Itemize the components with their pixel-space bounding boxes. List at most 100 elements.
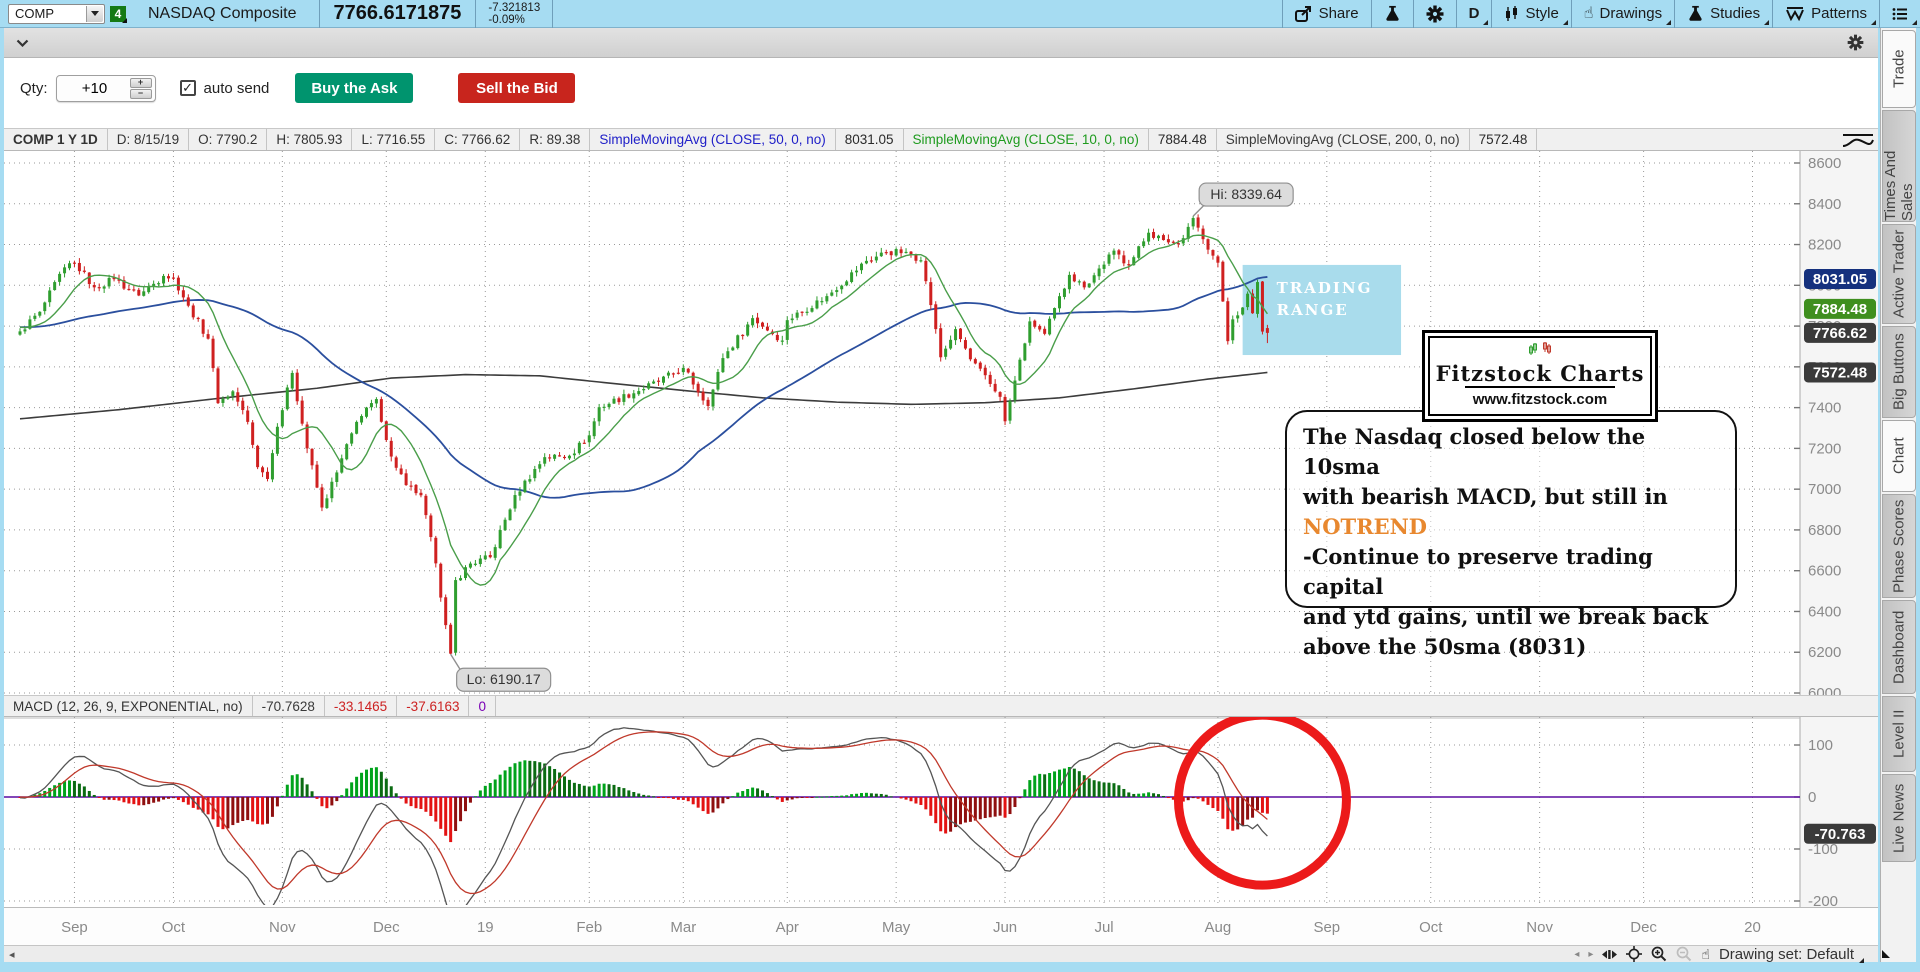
dropdown-corner: [1666, 19, 1672, 25]
share-button[interactable]: Share: [1281, 0, 1371, 28]
month-label: Jul: [1094, 919, 1114, 936]
share-icon: [1294, 5, 1311, 22]
style-button[interactable]: Style: [1491, 0, 1570, 28]
sidebar-tab-level-ii[interactable]: Level II: [1882, 696, 1916, 772]
sidebar-tab-dashboard[interactable]: Dashboard: [1882, 600, 1916, 694]
studies-button[interactable]: Studies: [1674, 0, 1772, 28]
top-bar: COMP 4 NASDAQ Composite 7766.6171875 -7.…: [0, 0, 1920, 28]
price-header-cell: SimpleMovingAvg (CLOSE, 10, 0, no): [904, 129, 1149, 150]
change-value: -7.321813: [488, 1, 541, 14]
crosshair-button[interactable]: [1626, 946, 1643, 962]
divider: [552, 0, 554, 28]
price-header-cell: O: 7790.2: [189, 129, 268, 150]
month-label: Aug: [1204, 919, 1232, 936]
price-axis-style-icon[interactable]: [1840, 130, 1876, 150]
month-label: Jun: [992, 919, 1018, 936]
patterns-button[interactable]: Patterns: [1772, 0, 1879, 28]
pan-left-button[interactable]: ◂: [1574, 948, 1580, 960]
fit-width-button[interactable]: [1602, 948, 1618, 961]
svg-text:Lo: 6190.17: Lo: 6190.17: [467, 671, 541, 687]
candlestick-style-icon: [1506, 5, 1518, 21]
settings-button[interactable]: [1412, 0, 1456, 28]
month-label: Oct: [161, 919, 186, 936]
price-header-cell: 8031.05: [836, 129, 904, 150]
trader-note-annotation: The Nasdaq closed below the 10sma with be…: [1285, 410, 1737, 659]
share-label: Share: [1318, 5, 1359, 22]
price-header-cell: L: 7716.55: [352, 129, 436, 150]
timeframe-button[interactable]: D: [1455, 0, 1492, 28]
month-label: Feb: [576, 919, 603, 936]
sidebar-tab-chart[interactable]: Chart: [1882, 420, 1916, 492]
time-axis[interactable]: Sep Oct Nov Dec 19 Feb Mar Apr May Jun Jul Aug Sep Oc…: [4, 907, 1878, 945]
qty-increment-button[interactable]: +: [129, 77, 152, 88]
right-sidebar: Trade Times And Sales Active Trader Big But…: [1880, 28, 1916, 962]
svg-text:7000: 7000: [1808, 481, 1841, 498]
scroll-left-arrow[interactable]: ◂: [9, 948, 15, 961]
note-line: The Nasdaq closed below the 10sma: [1303, 424, 1646, 479]
macd-header-cell: -37.6163: [397, 696, 470, 716]
flask-icon: [1385, 5, 1399, 21]
month-label: Apr: [775, 919, 799, 936]
price-header-cell: D: 8/15/19: [108, 129, 190, 150]
symbol-select-arrow[interactable]: [86, 5, 103, 22]
svg-text:-70.763: -70.763: [1815, 826, 1866, 843]
symbol-select[interactable]: COMP: [8, 3, 105, 24]
panel-gear-icon[interactable]: [1847, 34, 1864, 51]
resize-corner-icon[interactable]: [1882, 950, 1890, 958]
svg-text:6800: 6800: [1808, 522, 1841, 539]
sidebar-tab-active-trader[interactable]: Active Trader: [1882, 224, 1916, 324]
svg-text:6600: 6600: [1808, 563, 1841, 580]
sell-the-bid-button[interactable]: Sell the Bid: [458, 73, 576, 103]
mini-candles-icon: [1529, 342, 1551, 355]
month-label: Sep: [61, 919, 88, 936]
chart-bottom-bar: ◂ ◂ ▸: [4, 945, 1878, 963]
svg-text:RANGE: RANGE: [1277, 301, 1349, 319]
analyze-button[interactable]: [1370, 0, 1413, 28]
style-label: Style: [1525, 5, 1559, 22]
svg-text:Hi: 8339.64: Hi: 8339.64: [1210, 186, 1282, 202]
zoom-out-button[interactable]: [1676, 946, 1692, 962]
sidebar-tab-phase-scores[interactable]: Phase Scores: [1882, 494, 1916, 598]
hand-tool-button[interactable]: ☝: [1701, 946, 1710, 962]
month-label: Nov: [1526, 919, 1553, 936]
collapse-chevron-icon[interactable]: [16, 39, 29, 47]
flask-icon: [1689, 5, 1702, 21]
price-chart[interactable]: 8600840082008000780076007400720070006800…: [4, 151, 1878, 695]
macd-header-cell: -70.7628: [253, 696, 325, 716]
drawings-button[interactable]: ☝ Drawings: [1570, 0, 1674, 28]
divider: [1465, 386, 1615, 388]
note-line: and ytd gains, until we break back: [1303, 604, 1709, 629]
sidebar-tab-live-news[interactable]: Live News: [1882, 774, 1916, 862]
patterns-icon: [1786, 7, 1805, 21]
month-label: Dec: [1630, 919, 1657, 936]
drawing-set-label: Drawing set: Default: [1718, 945, 1854, 963]
drawing-set-selector[interactable]: Drawing set: Default: [1719, 946, 1864, 963]
month-label: Nov: [269, 919, 296, 936]
buy-the-ask-button[interactable]: Buy the Ask: [295, 73, 414, 103]
note-line: -Continue to preserve trading capital: [1303, 544, 1653, 599]
zoom-out-icon: [1677, 946, 1692, 962]
month-label: May: [881, 919, 911, 936]
qty-label: Qty:: [20, 79, 48, 97]
change-percent: -0.09%: [488, 13, 525, 26]
pan-right-button[interactable]: ▸: [1588, 948, 1594, 960]
svg-text:7200: 7200: [1808, 440, 1841, 457]
sidebar-tab-times-and-sales[interactable]: Times And Sales: [1882, 110, 1916, 222]
quantity-stepper[interactable]: +10 + −: [55, 74, 156, 102]
sidebar-tab-big-buttons[interactable]: Big Buttons: [1882, 326, 1916, 418]
svg-text:0: 0: [1808, 789, 1816, 806]
price-header-cell: H: 7805.93: [267, 129, 353, 150]
auto-send-checkbox[interactable]: ✓: [179, 80, 196, 96]
watchlist-count-badge[interactable]: 4: [110, 5, 127, 23]
svg-text:TRADING: TRADING: [1277, 279, 1373, 297]
menu-button[interactable]: [1879, 0, 1920, 28]
zoom-in-button[interactable]: [1651, 946, 1667, 962]
sidebar-tab-trade[interactable]: Trade: [1882, 30, 1916, 108]
crosshair-icon: [1626, 946, 1643, 962]
macd-chart[interactable]: 100 0 -100 -200 -70.763: [4, 717, 1878, 907]
month-label: 20: [1744, 919, 1761, 936]
svg-text:7400: 7400: [1808, 400, 1841, 417]
svg-text:7884.48: 7884.48: [1813, 301, 1867, 318]
month-label: 19: [476, 919, 494, 936]
qty-decrement-button[interactable]: −: [129, 88, 152, 99]
